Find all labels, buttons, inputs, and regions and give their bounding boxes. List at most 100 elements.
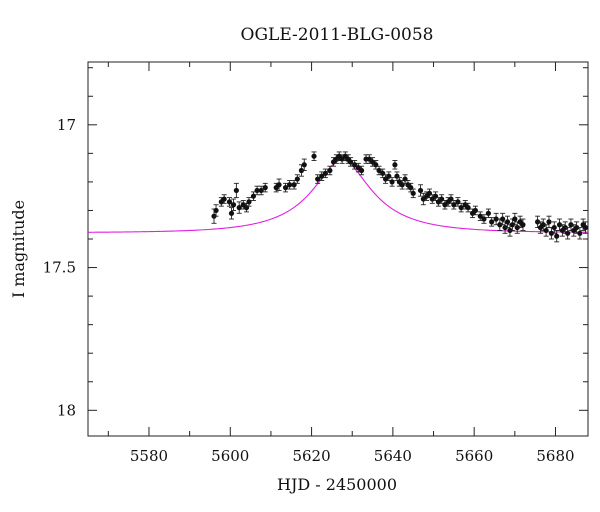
data-point — [520, 218, 526, 231]
data-point — [236, 201, 242, 214]
data-point — [294, 174, 300, 184]
data-point — [322, 168, 328, 179]
x-axis — [107, 62, 556, 436]
point-marker — [258, 187, 264, 194]
data-point — [228, 207, 235, 220]
x-tick-label: 5580 — [130, 447, 168, 465]
point-marker — [504, 219, 511, 225]
y-tick-label: 17.5 — [43, 259, 76, 277]
x-tick-label: 5640 — [374, 447, 412, 465]
point-marker — [451, 202, 457, 208]
point-marker — [534, 219, 541, 225]
point-marker — [233, 187, 239, 194]
point-marker — [512, 216, 518, 222]
data-point — [287, 180, 293, 190]
data-point — [213, 204, 219, 217]
data-point — [417, 184, 424, 197]
y-tick-label: 18 — [57, 401, 76, 419]
point-marker — [551, 224, 557, 231]
data-point — [258, 185, 264, 196]
point-marker — [556, 222, 563, 228]
point-marker — [465, 205, 471, 211]
data-point — [315, 174, 321, 184]
x-axis-label: HJD - 2450000 — [277, 475, 397, 494]
point-marker — [348, 159, 354, 165]
point-marker — [276, 182, 282, 188]
x-tick-label: 5600 — [211, 447, 249, 465]
y-tick-labels: 17 17.5 18 — [43, 116, 76, 419]
data-point — [358, 165, 365, 176]
data-point — [282, 182, 289, 193]
point-marker — [472, 207, 478, 214]
data-point — [485, 208, 492, 219]
data-point — [481, 214, 487, 224]
point-marker — [410, 190, 416, 196]
data-point — [402, 174, 408, 184]
data-point — [394, 171, 400, 181]
point-marker — [489, 219, 495, 225]
data-point — [410, 188, 416, 199]
data-point — [333, 154, 339, 164]
point-marker — [568, 222, 574, 228]
point-marker — [485, 210, 492, 216]
point-marker — [392, 162, 398, 168]
point-marker — [548, 230, 555, 236]
point-marker — [236, 205, 242, 211]
point-marker — [546, 219, 552, 225]
point-marker — [514, 224, 520, 231]
data-point — [246, 197, 252, 207]
data-point — [298, 164, 305, 177]
data-points — [211, 151, 588, 243]
point-marker — [458, 205, 464, 211]
point-marker — [500, 216, 506, 222]
data-point — [472, 205, 478, 216]
x-tick-labels: 5580 5600 5620 5640 5660 5680 — [130, 447, 575, 465]
point-marker — [282, 185, 289, 191]
x-tick-label: 5660 — [455, 447, 493, 465]
data-point — [254, 185, 260, 196]
data-point — [250, 191, 257, 201]
y-tick-label: 17 — [57, 116, 76, 134]
data-point — [348, 157, 354, 167]
data-point — [301, 158, 307, 171]
data-point — [500, 212, 506, 226]
data-point — [582, 221, 588, 234]
data-point — [568, 218, 574, 231]
point-marker — [213, 207, 219, 214]
data-point — [512, 212, 518, 226]
point-marker — [294, 176, 300, 182]
point-marker — [287, 182, 293, 188]
data-point — [226, 197, 233, 207]
x-tick-label: 5680 — [536, 447, 574, 465]
point-marker — [582, 224, 588, 231]
point-marker — [358, 167, 365, 174]
point-marker — [565, 230, 571, 236]
x-tick-label: 5620 — [292, 447, 330, 465]
data-point — [233, 182, 239, 199]
point-marker — [315, 176, 321, 182]
point-marker — [221, 196, 227, 202]
data-point — [514, 221, 520, 234]
point-marker — [497, 222, 503, 228]
data-point — [546, 215, 552, 229]
point-marker — [322, 170, 328, 176]
chart-title: OGLE-2011-BLG-0058 — [241, 25, 434, 45]
data-point — [451, 200, 457, 210]
point-marker — [327, 167, 333, 174]
data-point — [311, 151, 317, 161]
point-marker — [417, 187, 424, 194]
point-marker — [230, 202, 237, 208]
point-marker — [574, 224, 580, 231]
point-marker — [298, 167, 305, 174]
data-point — [554, 229, 560, 243]
point-marker — [389, 179, 395, 185]
point-marker — [493, 216, 499, 222]
data-point — [458, 202, 464, 213]
data-point — [389, 177, 395, 187]
plot-frame — [87, 61, 589, 437]
point-marker — [481, 216, 487, 222]
point-marker — [543, 227, 549, 234]
data-point — [465, 202, 471, 213]
point-marker — [540, 222, 546, 228]
